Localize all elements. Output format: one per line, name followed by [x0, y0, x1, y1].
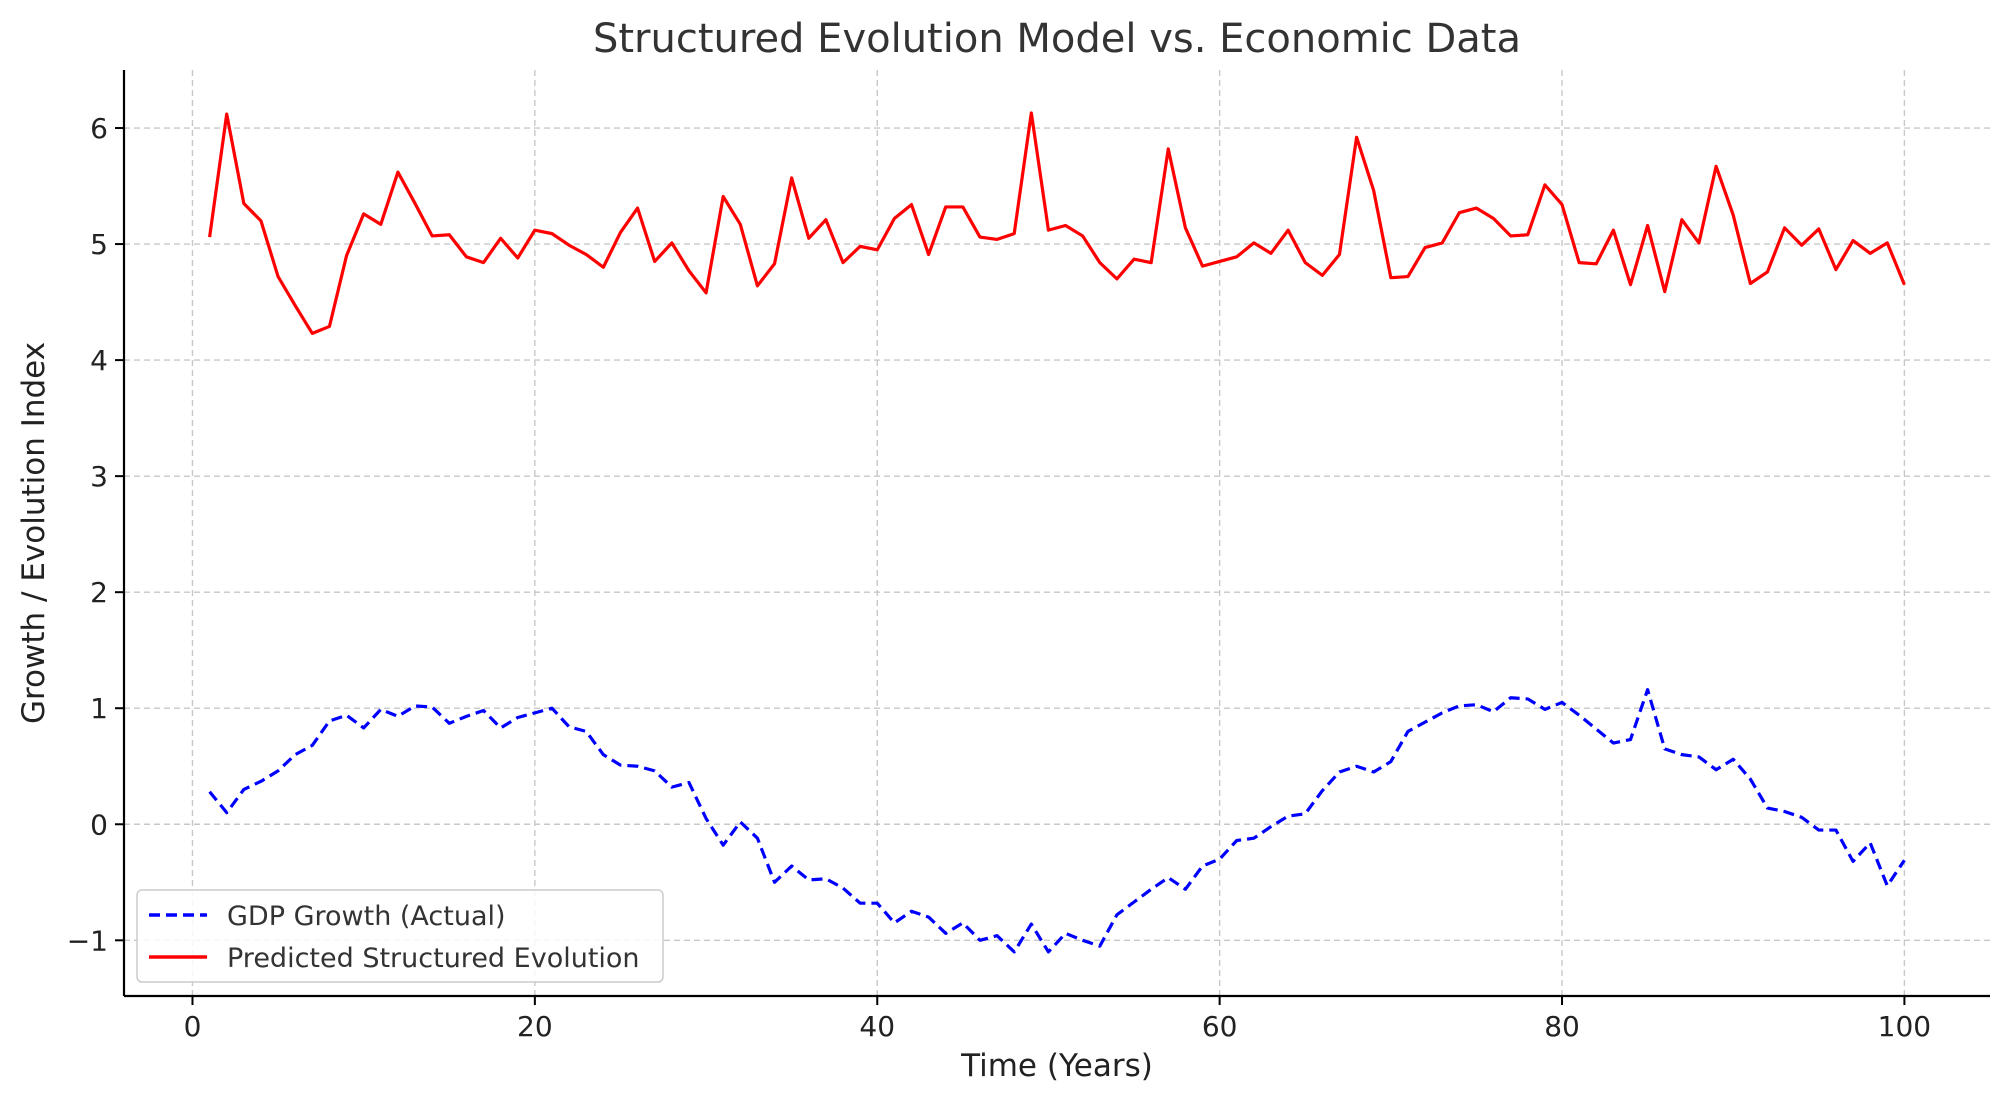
x-tick-label: 40	[859, 1010, 895, 1043]
x-tick-label: 0	[184, 1010, 202, 1043]
grid-layer	[124, 70, 1990, 996]
legend-label-gdp: GDP Growth (Actual)	[227, 901, 506, 932]
x-tick-label: 60	[1202, 1010, 1238, 1043]
legend-box	[136, 889, 664, 983]
series-line-gdp-growth	[208, 688, 1906, 954]
y-tick-label: 5	[90, 228, 108, 261]
series-layer	[208, 111, 1906, 954]
y-tick-label: −1	[67, 924, 108, 957]
x-tick-label: 80	[1544, 1010, 1580, 1043]
y-tick-label: 2	[90, 576, 108, 609]
ticks-layer: 0 20 40 60 80 100 −1 0 1 2 3 4 5 6	[67, 112, 1931, 1043]
series-line-predicted-evolution	[208, 111, 1906, 336]
x-tick-label: 20	[517, 1010, 553, 1043]
legend-label-predicted: Predicted Structured Evolution	[227, 943, 640, 974]
y-axis-label: Growth / Evolution Index	[16, 342, 52, 724]
y-tick-label: 6	[90, 112, 108, 145]
y-tick-label: 3	[90, 460, 108, 493]
y-tick-label: 0	[90, 808, 108, 841]
y-tick-label: 4	[90, 344, 108, 377]
y-tick-label: 1	[90, 692, 108, 725]
x-axis-label: Time (Years)	[960, 1048, 1153, 1084]
axes-layer	[122, 70, 1990, 998]
legend: GDP Growth (Actual) Predicted Structured…	[136, 889, 664, 983]
x-tick-label: 100	[1878, 1010, 1931, 1043]
chart-title: Structured Evolution Model vs. Economic …	[593, 16, 1521, 62]
